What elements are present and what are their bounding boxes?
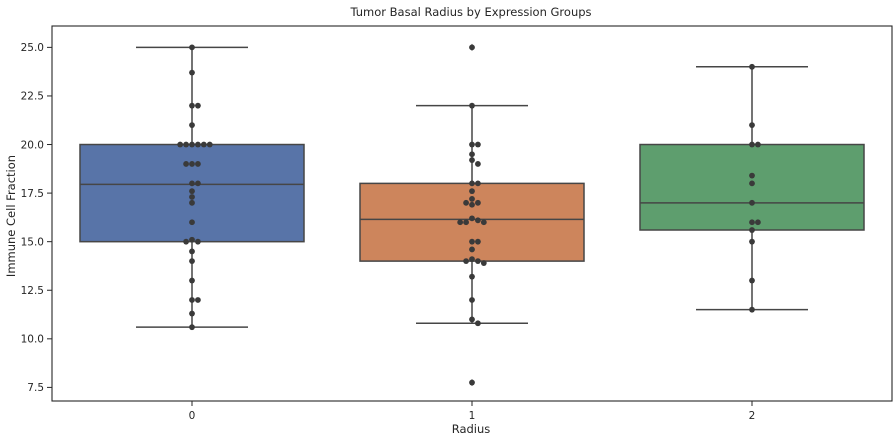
- swarm-point: [469, 215, 475, 222]
- swarm-point: [183, 238, 189, 245]
- swarm-point: [189, 310, 195, 317]
- y-tick-label: 20.0: [21, 139, 44, 151]
- swarm-point: [749, 122, 755, 128]
- plot-area: 7.5 10.0 12.5 15.0 17.5 20.0 22.5 25.0 0 1 2: [21, 25, 893, 422]
- swarm-point: [749, 180, 755, 187]
- swarm-point: [189, 102, 195, 109]
- swarm-point: [749, 141, 755, 148]
- swarm-point: [206, 141, 213, 148]
- y-tick-label: 25.0: [21, 42, 44, 54]
- swarm-point: [475, 161, 481, 167]
- swarm-point: [463, 258, 469, 265]
- swarm-point: [469, 196, 475, 202]
- swarm-point: [480, 260, 487, 266]
- y-tick-label: 12.5: [21, 285, 44, 297]
- swarm-point: [189, 69, 195, 76]
- x-tick-label: 0: [189, 410, 196, 422]
- swarm-point: [189, 194, 195, 200]
- swarm-point: [469, 102, 475, 109]
- swarm-point: [189, 248, 195, 255]
- swarm-point: [469, 44, 475, 51]
- plot-frame: [51, 25, 893, 402]
- swarm-point: [475, 217, 481, 224]
- box-2: [639, 143, 865, 231]
- swarm-point: [189, 277, 195, 284]
- swarm-point: [469, 141, 475, 148]
- swarm-point: [749, 199, 755, 206]
- swarm-point: [177, 141, 184, 148]
- swarm-point: [189, 188, 195, 195]
- x-tick-label: 2: [749, 410, 756, 422]
- swarm-point: [475, 141, 481, 148]
- swarm-point: [200, 141, 207, 148]
- swarm-point: [469, 238, 475, 245]
- swarm-point: [749, 63, 755, 70]
- x-tick-label: 1: [469, 410, 476, 422]
- y-tick-label: 17.5: [21, 188, 44, 200]
- y-tick-label: 22.5: [21, 91, 44, 103]
- swarm-point: [195, 141, 201, 148]
- swarm-point: [195, 102, 201, 109]
- swarm-point: [189, 44, 195, 51]
- swarm-point: [749, 277, 755, 284]
- y-axis-title: Immune Cell Fraction: [4, 155, 18, 277]
- swarm-point: [189, 219, 195, 226]
- swarm-point: [469, 157, 475, 163]
- swarm-point: [755, 219, 761, 226]
- swarm-point: [195, 238, 201, 245]
- swarm-point: [183, 141, 189, 148]
- swarm-point: [189, 199, 195, 206]
- swarm-point: [189, 122, 195, 128]
- swarm-point: [469, 188, 475, 195]
- swarm-point: [469, 297, 475, 303]
- swarm-point: [475, 238, 481, 245]
- swarm-point: [189, 236, 195, 243]
- swarm-point: [189, 297, 195, 303]
- swarm-point: [480, 219, 487, 226]
- swarm-point: [475, 258, 481, 265]
- swarm-point: [749, 172, 755, 179]
- y-tick-label: 15.0: [21, 236, 44, 248]
- swarm-point: [189, 180, 195, 187]
- swarm-point: [469, 246, 475, 253]
- swarm-point: [189, 324, 195, 331]
- swarm-point: [749, 227, 755, 233]
- swarm-point: [189, 258, 195, 265]
- swarm-point: [475, 180, 481, 187]
- swarm-point: [755, 141, 761, 148]
- swarm-point: [469, 151, 475, 158]
- swarm-point: [183, 161, 189, 167]
- y-tick-label: 7.5: [27, 382, 44, 394]
- swarm-point: [195, 297, 201, 303]
- swarm-point: [749, 238, 755, 245]
- y-tick-label: 10.0: [21, 334, 44, 346]
- swarm-point: [475, 320, 481, 327]
- swarm-point: [195, 161, 201, 167]
- swarm-point: [469, 256, 475, 263]
- chart-title: Tumor Basal Radius by Expression Groups: [349, 5, 591, 19]
- swarm-point: [189, 161, 195, 167]
- swarm-point: [749, 219, 755, 226]
- swarm-point: [457, 219, 464, 226]
- x-axis-title: Radius: [452, 422, 491, 436]
- swarm-point: [469, 201, 475, 208]
- swarm-point: [469, 379, 475, 386]
- swarm-point: [195, 180, 201, 187]
- swarm-point: [463, 199, 469, 206]
- swarm-point: [463, 219, 469, 226]
- swarm-point: [475, 199, 481, 206]
- swarm-point: [749, 306, 755, 313]
- swarm-point: [469, 273, 475, 280]
- swarm-point: [189, 141, 195, 148]
- swarm-point: [469, 180, 475, 187]
- swarm-point: [469, 316, 475, 323]
